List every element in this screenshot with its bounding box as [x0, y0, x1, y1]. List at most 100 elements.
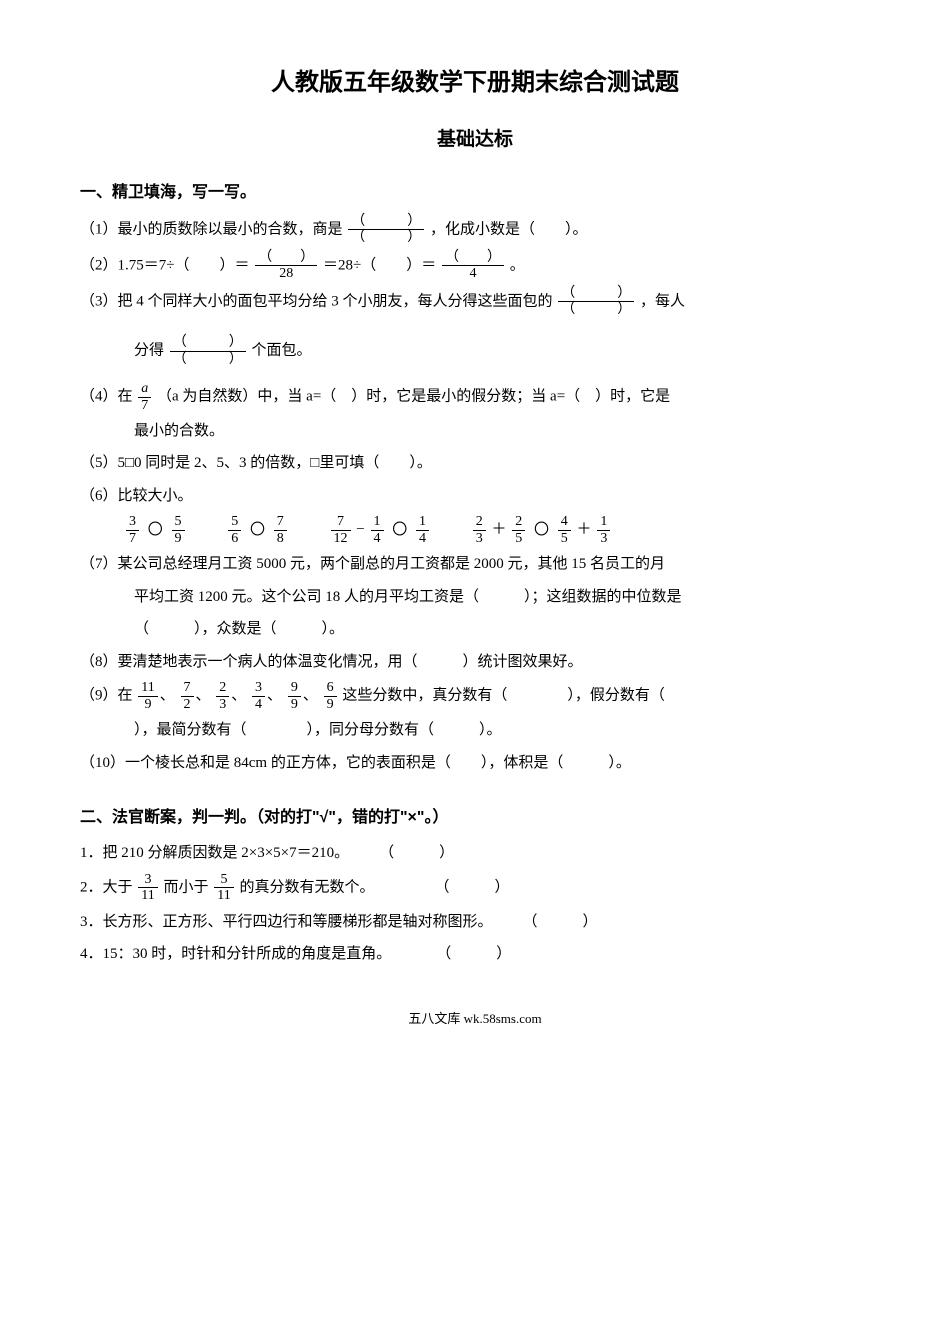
frac-den: （ ） — [170, 352, 246, 367]
plus: ＋ — [492, 522, 507, 538]
frac-num: 7 — [181, 680, 194, 696]
subtitle: 基础达标 — [80, 122, 870, 158]
frac-den: 2 — [181, 697, 194, 712]
frac: 99 — [288, 680, 301, 712]
frac-num: 3 — [252, 680, 265, 696]
q4: （4）在 a 7 （a 为自然数）中，当 a=（ ）时，它是最小的假分数；当 a… — [80, 381, 870, 413]
q1: （1）最小的质数除以最小的合数，商是 （ ） （ ） ，化成小数是（ ）。 — [80, 214, 870, 246]
frac-den: 4 — [371, 531, 384, 546]
footer: 五八文库 wk.58sms.com — [80, 1007, 870, 1032]
frac-num: 5 — [214, 872, 233, 888]
frac-num: a — [138, 381, 151, 397]
q8: （8）要清楚地表示一个病人的体温变化情况，用（ ）统计图效果好。 — [80, 648, 870, 677]
q4-frac: a 7 — [138, 381, 151, 413]
frac-num: 2 — [216, 680, 229, 696]
frac-num: （ ） — [255, 250, 317, 266]
frac-den: 9 — [138, 697, 157, 712]
frac-num: 7 — [331, 514, 351, 530]
frac-num: 11 — [138, 680, 157, 696]
frac-den: 3 — [473, 531, 486, 546]
q7-line2: 平均工资 1200 元。这个公司 18 人的月平均工资是（ ）；这组数据的中位数… — [134, 583, 870, 612]
sep: 、 — [267, 688, 282, 704]
cmp-group-3: 712 − 14 〇 14 — [329, 514, 431, 546]
frac-num: （ ） — [558, 286, 634, 302]
frac-num: 3 — [126, 514, 139, 530]
frac-den: 11 — [214, 888, 233, 903]
q1-text-b: ，化成小数是（ ）。 — [430, 221, 588, 237]
q7-line3: （ ），众数是（ ）。 — [134, 615, 870, 644]
frac: 45 — [558, 514, 571, 546]
cmp-group-1: 37 〇 59 — [124, 514, 187, 546]
q7-line1: （7）某公司总经理月工资 5000 元，两个副总的月工资都是 2000 元，其他… — [80, 550, 870, 579]
q9: （9）在 119、 72、 23、 34、 99、 69 这些分数中，真分数有（… — [80, 680, 870, 712]
q4-text-b: （a 为自然数）中，当 a=（ ）时，它是最小的假分数；当 a=（ ）时，它是 — [157, 389, 670, 405]
q4-text-a: （4）在 — [80, 389, 136, 405]
s2-q1: 1．把 210 分解质因数是 2×3×5×7＝210。 （ ） — [80, 839, 870, 868]
plus: ＋ — [577, 522, 592, 538]
q3-text-a: （3）把 4 个同样大小的面包平均分给 3 个小朋友，每人分得这些面包的 — [80, 293, 556, 309]
sep: 、 — [303, 688, 318, 704]
frac-den: 6 — [228, 531, 241, 546]
q3-text-d: 个面包。 — [252, 343, 312, 359]
frac: 69 — [324, 680, 337, 712]
frac-num: 1 — [416, 514, 429, 530]
cmp-group-4: 23 ＋ 25 〇 45 ＋ 13 — [471, 514, 613, 546]
s2-q2: 2．大于 311 而小于 511 的真分数有无数个。 （ ） — [80, 872, 870, 904]
frac: 311 — [138, 872, 157, 904]
frac: 14 — [371, 514, 384, 546]
frac-den: 11 — [138, 888, 157, 903]
frac-num: 2 — [473, 514, 486, 530]
frac-den: 9 — [324, 697, 337, 712]
frac-den: 4 — [442, 266, 504, 281]
blank-fraction: （ ） （ ） — [558, 286, 634, 318]
section2-heading: 二、法官断案，判一判。（对的打"√"，错的打"×"。） — [80, 803, 870, 833]
frac-den: 8 — [274, 531, 287, 546]
minus: − — [356, 522, 364, 538]
blank-fraction: （ ） （ ） — [170, 335, 246, 367]
q10: （10）一个棱长总和是 84cm 的正方体，它的表面积是（ ），体积是（ ）。 — [80, 749, 870, 778]
frac-den: 28 — [255, 266, 317, 281]
frac-den: （ ） — [558, 302, 634, 317]
frac: 37 — [126, 514, 139, 546]
frac-num: 5 — [172, 514, 185, 530]
q2: （2）1.75＝7÷（ ）＝ （ ） 28 ＝28÷（ ）＝ （ ） 4 。 — [80, 250, 870, 282]
frac-den: 7 — [138, 398, 151, 413]
frac-den: 12 — [331, 531, 351, 546]
q9-text-a: （9）在 — [80, 688, 136, 704]
q3-cont: 分得 （ ） （ ） 个面包。 — [134, 335, 870, 367]
frac: 23 — [473, 514, 486, 546]
frac-num: 9 — [288, 680, 301, 696]
frac: 34 — [252, 680, 265, 712]
frac: 25 — [512, 514, 525, 546]
q9-text-b: 这些分数中，真分数有（ ），假分数有（ — [342, 688, 665, 704]
q1-text-a: （1）最小的质数除以最小的合数，商是 — [80, 221, 346, 237]
q9-cont: ），最简分数有（ ），同分母分数有（ ）。 — [134, 716, 870, 745]
frac: 14 — [416, 514, 429, 546]
compare-circle: 〇 — [534, 516, 549, 545]
s2-q2-c: 的真分数有无数个。 （ ） — [240, 879, 510, 895]
frac-den: 7 — [126, 531, 139, 546]
q2-text-a: （2）1.75＝7÷（ ）＝ — [80, 257, 249, 273]
frac-den: 5 — [558, 531, 571, 546]
sep: 、 — [160, 688, 175, 704]
q6: （6）比较大小。 — [80, 482, 870, 511]
frac: 56 — [228, 514, 241, 546]
q2-frac2: （ ） 4 — [442, 250, 504, 282]
s2-q4: 4．15：30 时，时针和分针所成的角度是直角。 （ ） — [80, 940, 870, 969]
section1-heading: 一、精卫填海，写一写。 — [80, 178, 870, 208]
frac-num: 7 — [274, 514, 287, 530]
sep: 、 — [231, 688, 246, 704]
q6-compare-row: 37 〇 59 56 〇 78 712 − 14 〇 14 23 ＋ 25 〇 … — [124, 514, 870, 546]
frac: 78 — [274, 514, 287, 546]
q5: （5）5□0 同时是 2、5、3 的倍数，□里可填（ ）。 — [80, 449, 870, 478]
s2-q2-a: 2．大于 — [80, 879, 136, 895]
frac: 119 — [138, 680, 157, 712]
q2-text-c: 。 — [510, 257, 525, 273]
q3-text-b: ，每人 — [640, 293, 685, 309]
compare-circle: 〇 — [250, 516, 265, 545]
s2-q3: 3．长方形、正方形、平行四边行和等腰梯形都是轴对称图形。 （ ） — [80, 908, 870, 937]
s2-q2-b: 而小于 — [164, 879, 213, 895]
frac: 712 — [331, 514, 351, 546]
frac-num: 1 — [371, 514, 384, 530]
frac-num: （ ） — [170, 335, 246, 351]
